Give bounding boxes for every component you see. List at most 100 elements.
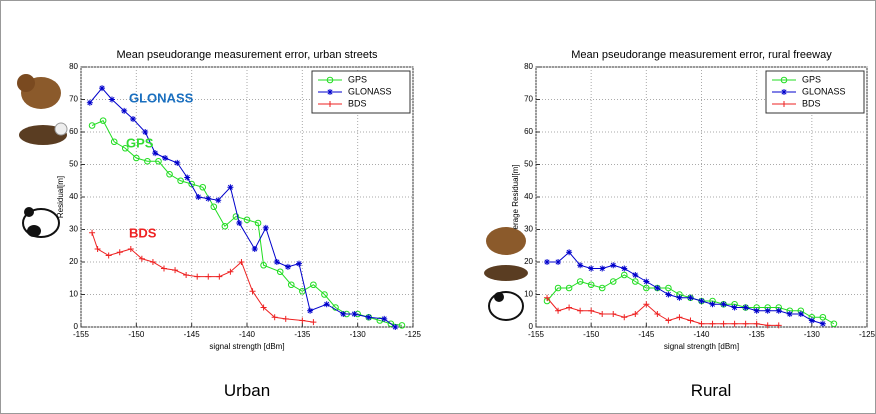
marker xyxy=(86,99,93,106)
marker xyxy=(260,261,267,269)
marker xyxy=(392,324,399,330)
marker xyxy=(254,219,262,227)
y-tick-label: 30 xyxy=(524,225,533,234)
y-axis-label: erage Residual[m] xyxy=(511,165,520,230)
y-tick-label: 20 xyxy=(524,257,533,266)
marker xyxy=(577,307,584,314)
marker xyxy=(166,170,173,178)
marker xyxy=(621,314,628,321)
marker xyxy=(321,291,328,298)
x-tick-label: -145 xyxy=(184,330,201,339)
marker xyxy=(621,265,628,272)
marker xyxy=(227,184,234,191)
marker xyxy=(284,263,291,270)
marker xyxy=(287,281,295,289)
y-tick-label: 60 xyxy=(524,127,533,136)
marker xyxy=(764,307,771,314)
marker xyxy=(238,259,245,265)
marker xyxy=(753,307,760,314)
marker xyxy=(99,85,106,92)
marker xyxy=(299,317,306,324)
legend-label: GPS xyxy=(348,74,367,84)
marker xyxy=(808,317,815,324)
marker xyxy=(610,262,617,269)
x-axis-label: signal strength [dBm] xyxy=(664,342,739,351)
marker xyxy=(177,177,184,185)
x-tick-label: -135 xyxy=(749,330,766,339)
marker xyxy=(121,107,128,114)
marker xyxy=(351,311,358,317)
marker xyxy=(398,322,406,329)
marker xyxy=(599,265,606,272)
marker xyxy=(609,278,617,285)
marker xyxy=(544,294,551,301)
marker xyxy=(819,313,827,321)
marker xyxy=(236,220,243,226)
marker xyxy=(273,259,280,265)
marker xyxy=(221,222,229,230)
x-tick-label: -145 xyxy=(638,330,655,339)
marker xyxy=(152,150,159,157)
marker xyxy=(116,249,123,256)
marker xyxy=(764,322,771,329)
legend-marker xyxy=(780,76,788,84)
marker xyxy=(555,259,562,265)
bear-icon xyxy=(17,74,61,109)
marker xyxy=(161,265,167,272)
marker xyxy=(742,304,749,311)
marker xyxy=(577,262,584,269)
x-tick-label: -125 xyxy=(405,330,422,339)
marker xyxy=(687,317,694,324)
marker xyxy=(282,315,289,322)
marker xyxy=(243,216,251,224)
marker xyxy=(665,291,672,298)
marker xyxy=(687,294,694,301)
caption: Rural xyxy=(690,381,732,400)
marker xyxy=(99,117,107,124)
marker xyxy=(199,183,207,191)
caption: Urban xyxy=(223,381,271,400)
marker xyxy=(599,311,606,317)
marker xyxy=(381,315,388,322)
y-tick-label: 60 xyxy=(69,127,78,136)
marker xyxy=(588,265,595,272)
marker xyxy=(698,320,705,327)
marker xyxy=(830,320,838,328)
marker xyxy=(105,252,112,259)
legend-label: GLONASS xyxy=(348,86,392,96)
marker xyxy=(174,159,181,166)
marker xyxy=(544,259,551,265)
y-tick-label: 30 xyxy=(69,225,78,234)
marker xyxy=(676,314,683,321)
marker xyxy=(720,301,727,308)
y-tick-label: 70 xyxy=(524,95,533,104)
marker xyxy=(162,155,169,161)
legend-label: BDS xyxy=(802,98,821,108)
marker xyxy=(731,304,738,311)
y-tick-label: 10 xyxy=(69,290,78,299)
marker xyxy=(183,272,190,278)
marker xyxy=(94,246,101,252)
marker xyxy=(251,246,258,252)
x-tick-label: -155 xyxy=(73,330,90,339)
marker xyxy=(654,311,661,317)
marker xyxy=(566,249,573,256)
marker xyxy=(665,284,672,292)
marker xyxy=(709,301,716,308)
marker xyxy=(753,320,760,327)
marker xyxy=(786,311,793,317)
x-tick-label: -155 xyxy=(528,330,545,339)
marker xyxy=(587,281,595,289)
x-tick-label: -140 xyxy=(239,330,256,339)
y-tick-label: 10 xyxy=(524,290,533,299)
marker xyxy=(610,311,617,317)
marker xyxy=(249,288,256,295)
x-tick-label: -140 xyxy=(693,330,710,339)
legend-label: GPS xyxy=(802,74,821,84)
marker xyxy=(676,294,683,301)
y-tick-label: 50 xyxy=(524,160,533,169)
marker xyxy=(138,255,145,262)
marker xyxy=(643,301,650,308)
marker xyxy=(296,260,303,267)
marker xyxy=(576,278,584,285)
